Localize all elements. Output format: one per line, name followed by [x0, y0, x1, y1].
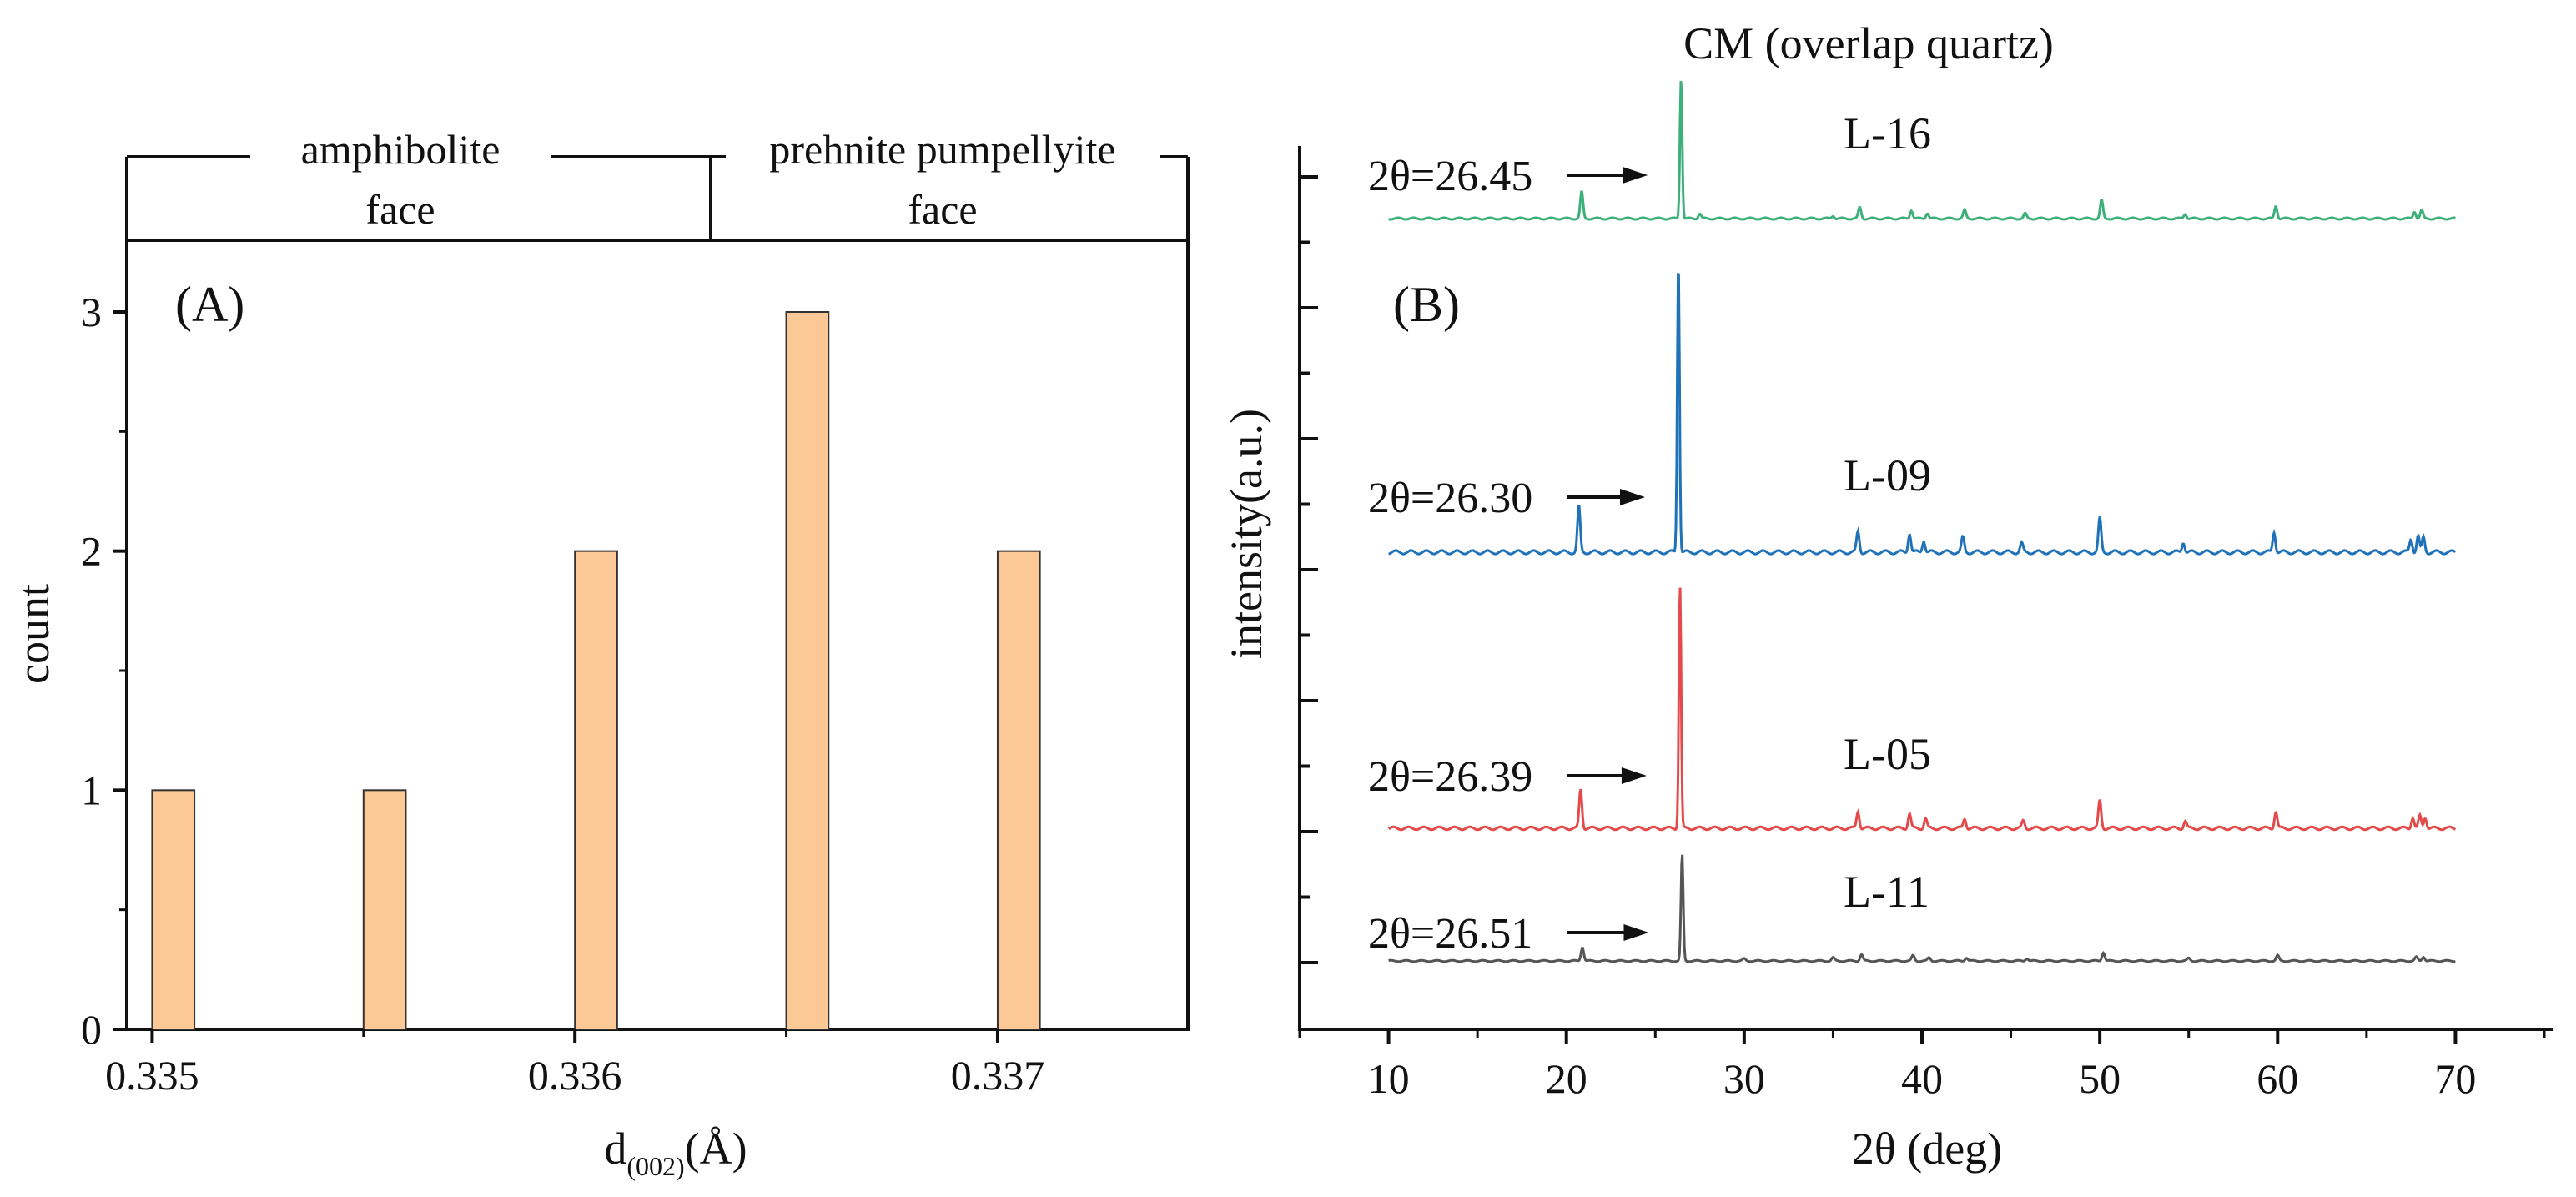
y-tick-label-a: 2 [81, 528, 102, 575]
peak-arrowhead [1621, 767, 1647, 784]
peak-arrowhead [1623, 924, 1649, 941]
peak-arrowhead [1623, 167, 1648, 184]
series-label: L-05 [1844, 729, 1931, 779]
y-tick-label-a: 0 [81, 1006, 102, 1053]
y-tick-label-a: 3 [81, 289, 102, 335]
plot-a-frame [125, 239, 1190, 1031]
xrd-series: L-16 2θ=26.45 L-09 2θ=26.30 L-05 2θ=26.39 L-11… [1368, 81, 2457, 963]
series-line-L-05 [1387, 587, 2457, 832]
series-label: L-11 [1844, 867, 1929, 917]
panel-b-label: (B) [1393, 277, 1460, 332]
plot-b-ylabel: intensity(a.u.) [1221, 409, 1271, 659]
plot-b-ticks: 10 20 30 40 50 60 70 [1298, 175, 2546, 1102]
facies-prehnite-label-2: face [908, 186, 977, 233]
x-tick-label-b: 50 [2079, 1055, 2121, 1102]
x-tick-label-a: 0.335 [105, 1052, 199, 1099]
series-line-L-11 [1388, 854, 2456, 963]
panel-a-histogram: amphibolite face prehnite pumpellyite fa… [8, 126, 1190, 1181]
plot-b-title: CM (overlap quartz) [1683, 18, 2054, 68]
x-tick-label-b: 70 [2434, 1055, 2476, 1102]
facies-header: amphibolite face prehnite pumpellyite fa… [125, 126, 1190, 240]
series-L-11: L-11 2θ=26.51 [1368, 854, 2456, 963]
bar-2 [574, 550, 618, 1030]
x-tick-label-b: 60 [2257, 1055, 2298, 1102]
panel-b-xrd: CM (overlap quartz) 10 20 30 40 50 60 70 L-16 2… [1221, 18, 2553, 1174]
peak-label: 2θ=26.39 [1368, 753, 1532, 801]
facies-amphibolite-label-2: face [365, 186, 435, 233]
plot-a-xlabel: d(002)(Å) [604, 1124, 747, 1181]
y-tick-label-a: 1 [81, 767, 102, 813]
x-tick-label-a: 0.336 [528, 1052, 622, 1099]
plot-a-ylabel: count [8, 584, 58, 684]
x-tick-label-a: 0.337 [951, 1052, 1045, 1099]
plot-a-ticks: 0.335 0.336 0.337 0 1 2 3 [81, 289, 1044, 1099]
x-tick-label-b: 40 [1901, 1055, 1943, 1102]
bar-1 [362, 789, 407, 1030]
xlabel-unit: (Å) [685, 1124, 747, 1174]
peak-label: 2θ=26.30 [1368, 475, 1532, 522]
peak-arrowhead [1619, 489, 1645, 505]
histogram-bars [151, 311, 1041, 1030]
facies-prehnite-label: prehnite pumpellyite [769, 126, 1115, 173]
facies-amphibolite-label: amphibolite [301, 126, 501, 173]
series-L-09: L-09 2θ=26.30 [1368, 272, 2457, 556]
series-L-16: L-16 2θ=26.45 [1368, 81, 2456, 221]
plot-b-xlabel: 2θ (deg) [1852, 1124, 2002, 1174]
series-line-L-09 [1388, 272, 2457, 556]
peak-label: 2θ=26.51 [1368, 910, 1532, 958]
series-label: L-16 [1844, 108, 1931, 158]
x-tick-label-b: 20 [1546, 1055, 1587, 1102]
bar-3 [785, 311, 830, 1030]
x-tick-label-b: 30 [1723, 1055, 1765, 1102]
series-line-L-16 [1388, 81, 2456, 221]
peak-label: 2θ=26.45 [1368, 153, 1532, 200]
x-tick-label-b: 10 [1368, 1055, 1410, 1102]
series-L-05: L-05 2θ=26.39 [1368, 587, 2457, 832]
bar-4 [996, 550, 1041, 1030]
series-label: L-09 [1844, 450, 1931, 500]
xlabel-main: d [604, 1124, 626, 1174]
panel-a-label: (A) [175, 277, 244, 332]
xlabel-subscript: (002) [626, 1151, 684, 1181]
bar-0 [151, 789, 196, 1030]
